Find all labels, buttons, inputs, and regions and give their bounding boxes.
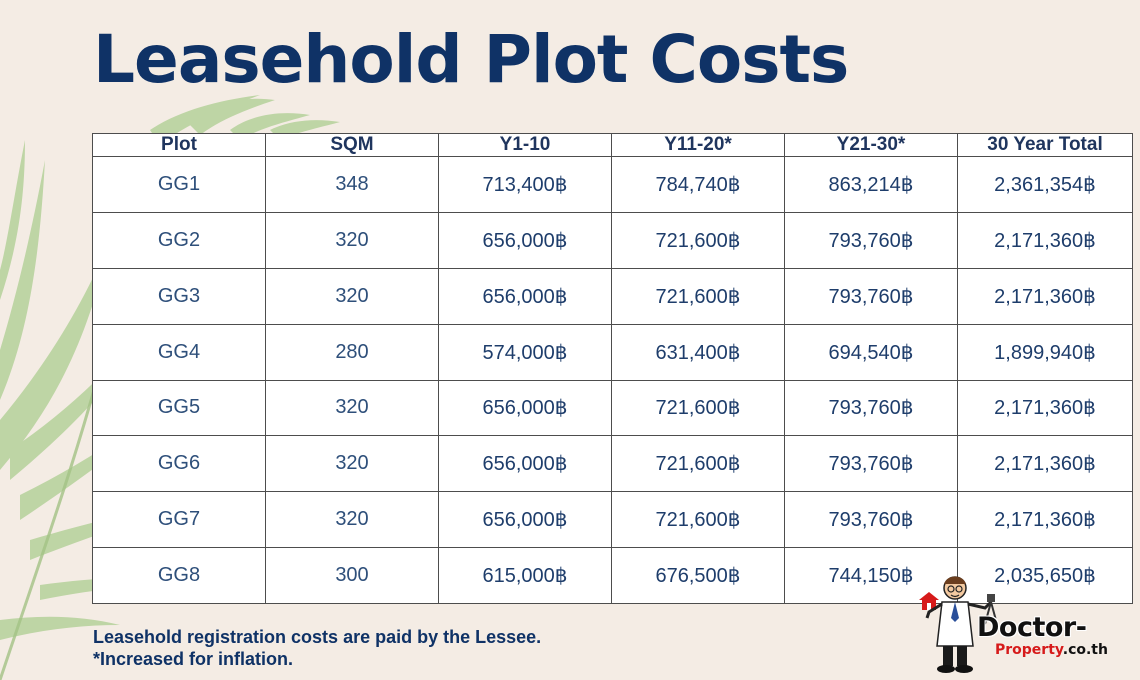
table-header-row: Plot SQM Y1-10 Y11-20* Y21-30* 30 Year T…	[92, 133, 1133, 157]
table-row: GG7 320 656,000฿ 721,600฿ 793,760฿ 2,171…	[92, 491, 1133, 549]
cell-y11-20: 676,500฿	[611, 547, 785, 604]
logo-text-property: Property	[995, 642, 1063, 658]
cell-total: 2,035,650฿	[957, 547, 1133, 604]
doctor-mascot-icon	[919, 576, 998, 673]
cell-total: 2,171,360฿	[957, 211, 1133, 269]
cell-total: 2,171,360฿	[957, 491, 1133, 549]
cell-y11-20: 721,600฿	[611, 379, 785, 437]
cell-y21-30: 793,760฿	[784, 267, 958, 325]
footnotes: Leasehold registration costs are paid by…	[93, 626, 541, 670]
table-row: GG5 320 656,000฿ 721,600฿ 793,760฿ 2,171…	[92, 379, 1133, 437]
cell-total: 1,899,940฿	[957, 323, 1133, 381]
page-title: Leasehold Plot Costs	[93, 21, 849, 98]
cell-y11-20: 631,400฿	[611, 323, 785, 381]
cell-y1-10: 656,000฿	[438, 491, 612, 549]
cell-sqm: 320	[265, 435, 439, 493]
cell-sqm: 320	[265, 491, 439, 549]
header-y1-10: Y1-10	[438, 133, 612, 157]
cell-y1-10: 615,000฿	[438, 547, 612, 604]
logo-text-domain: .co.th	[1062, 642, 1108, 658]
cell-plot: GG7	[92, 491, 266, 549]
logo-text-sub: Property.co.th	[995, 642, 1108, 658]
logo-text-main: Doctor-	[977, 612, 1087, 643]
cell-y1-10: 656,000฿	[438, 267, 612, 325]
table-row: GG1 348 713,400฿ 784,740฿ 863,214฿ 2,361…	[92, 156, 1133, 213]
cell-y21-30: 793,760฿	[784, 379, 958, 437]
cell-y1-10: 656,000฿	[438, 211, 612, 269]
cell-y11-20: 721,600฿	[611, 211, 785, 269]
header-sqm: SQM	[265, 133, 439, 157]
cell-sqm: 348	[265, 156, 439, 213]
cell-sqm: 300	[265, 547, 439, 604]
cell-total: 2,171,360฿	[957, 267, 1133, 325]
header-y21-30: Y21-30*	[784, 133, 958, 157]
cell-y1-10: 656,000฿	[438, 379, 612, 437]
cell-plot: GG2	[92, 211, 266, 269]
table-row: GG4 280 574,000฿ 631,400฿ 694,540฿ 1,899…	[92, 323, 1133, 381]
cell-plot: GG5	[92, 379, 266, 437]
cell-y11-20: 721,600฿	[611, 491, 785, 549]
cell-sqm: 320	[265, 211, 439, 269]
plot-costs-table: Plot SQM Y1-10 Y11-20* Y21-30* 30 Year T…	[92, 133, 1133, 604]
cell-y21-30: 793,760฿	[784, 211, 958, 269]
cell-y21-30: 793,760฿	[784, 435, 958, 493]
cell-y11-20: 721,600฿	[611, 267, 785, 325]
cell-plot: GG1	[92, 156, 266, 213]
cell-plot: GG3	[92, 267, 266, 325]
table-row: GG3 320 656,000฿ 721,600฿ 793,760฿ 2,171…	[92, 267, 1133, 325]
cell-y21-30: 694,540฿	[784, 323, 958, 381]
table-row: GG6 320 656,000฿ 721,600฿ 793,760฿ 2,171…	[92, 435, 1133, 493]
cell-plot: GG8	[92, 547, 266, 604]
footnote-registration: Leasehold registration costs are paid by…	[93, 627, 542, 647]
header-30-year-total: 30 Year Total	[957, 133, 1133, 157]
cell-sqm: 320	[265, 379, 439, 437]
header-plot: Plot	[92, 133, 266, 157]
footnote-inflation: *Increased for inflation.	[93, 649, 294, 669]
cell-sqm: 280	[265, 323, 439, 381]
cell-y1-10: 574,000฿	[438, 323, 612, 381]
table-row: GG8 300 615,000฿ 676,500฿ 744,150฿ 2,035…	[92, 547, 1133, 604]
cell-y11-20: 784,740฿	[611, 156, 785, 213]
cell-total: 2,361,354฿	[957, 156, 1133, 213]
cell-plot: GG4	[92, 323, 266, 381]
cell-y21-30: 863,214฿	[784, 156, 958, 213]
table-row: GG2 320 656,000฿ 721,600฿ 793,760฿ 2,171…	[92, 211, 1133, 269]
cell-total: 2,171,360฿	[957, 379, 1133, 437]
cell-y1-10: 713,400฿	[438, 156, 612, 213]
cell-total: 2,171,360฿	[957, 435, 1133, 493]
doctor-property-logo: Doctor- Property.co.th	[915, 572, 1135, 676]
header-y11-20: Y11-20*	[611, 133, 785, 157]
cell-y11-20: 721,600฿	[611, 435, 785, 493]
plot-costs-table-wrapper: Plot SQM Y1-10 Y11-20* Y21-30* 30 Year T…	[92, 133, 1133, 604]
cell-y21-30: 793,760฿	[784, 491, 958, 549]
cell-plot: GG6	[92, 435, 266, 493]
cell-sqm: 320	[265, 267, 439, 325]
cell-y1-10: 656,000฿	[438, 435, 612, 493]
